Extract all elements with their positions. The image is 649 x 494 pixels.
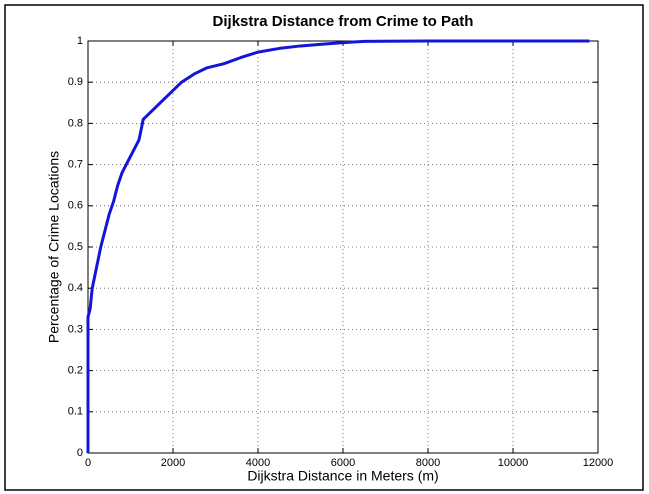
x-tick-label: 8000: [416, 457, 440, 469]
y-tick-label: 0.1: [68, 406, 83, 418]
x-tick-label: 4000: [246, 457, 270, 469]
y-tick-label: 0.9: [68, 76, 83, 88]
x-tick-label: 6000: [331, 457, 355, 469]
x-tick-label: 2000: [161, 457, 185, 469]
y-tick-label: 0.5: [68, 241, 83, 253]
y-tick-label: 0.4: [68, 282, 83, 294]
y-axis-label: Percentage of Crime Locations: [46, 151, 62, 343]
x-tick-label: 10000: [498, 457, 529, 469]
y-tick-label: 0.6: [68, 200, 83, 212]
chart-title: Dijkstra Distance from Crime to Path: [213, 13, 474, 30]
y-tick-label: 1: [77, 35, 83, 47]
x-tick-label: 0: [85, 457, 91, 469]
y-tick-label: 0: [77, 447, 83, 459]
x-axis-label: Dijkstra Distance in Meters (m): [247, 468, 438, 484]
y-tick-label: 0.2: [68, 365, 83, 377]
x-tick-label: 12000: [583, 457, 614, 469]
y-tick-label: 0.7: [68, 159, 83, 171]
y-tick-label: 0.8: [68, 117, 83, 129]
cdf-line: [86, 39, 590, 453]
axes-box: [87, 40, 599, 454]
y-tick-label: 0.3: [68, 323, 83, 335]
